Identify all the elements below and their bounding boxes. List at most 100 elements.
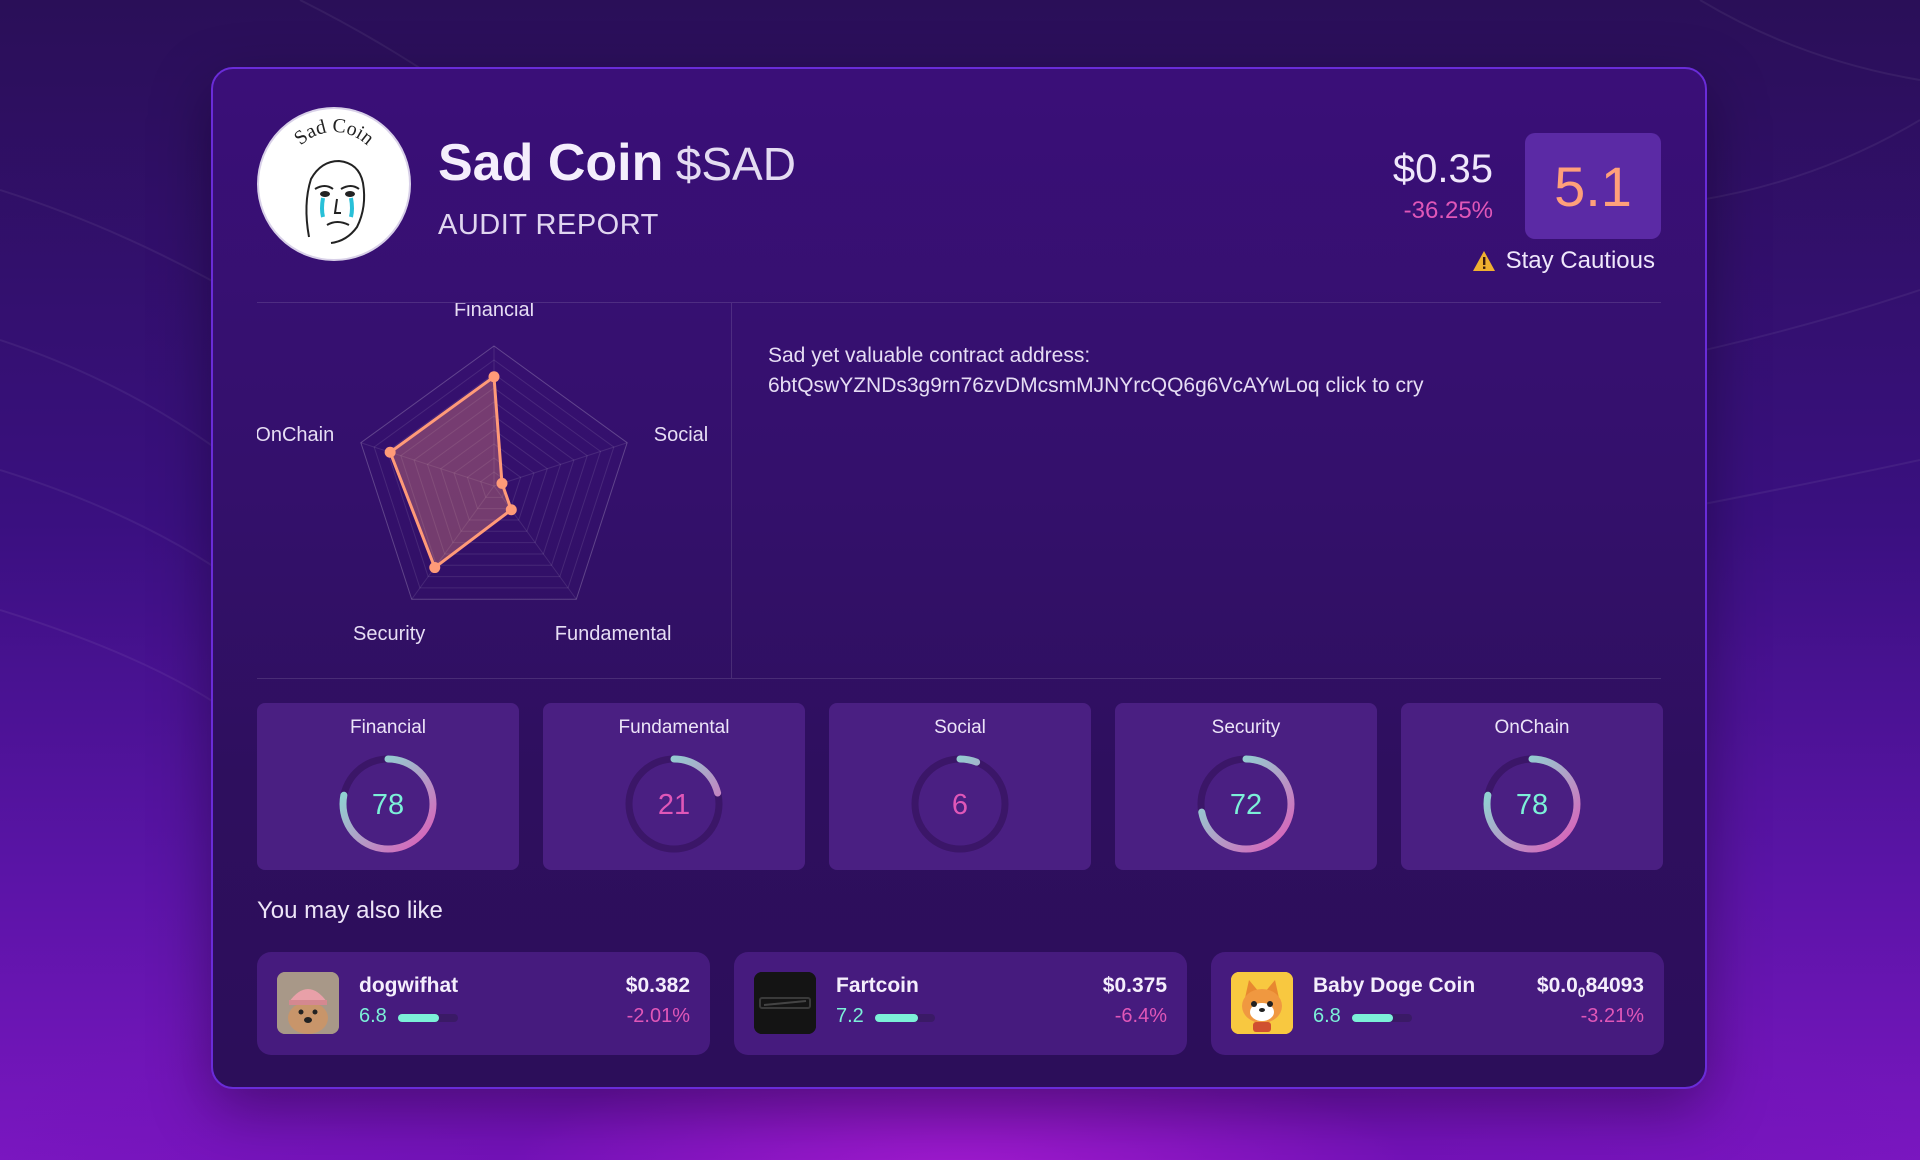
rec-price: $0.382 [625, 974, 690, 997]
radar-label-security: Security [353, 623, 425, 645]
metric-gauge [1197, 755, 1295, 853]
audit-report-label: AUDIT REPORT [438, 209, 659, 241]
svg-text:Sad Coin: Sad Coin [290, 115, 378, 150]
rec-score-bar [398, 1014, 458, 1022]
dog-hat-icon [277, 972, 339, 1034]
radar-grid-ring [440, 429, 548, 532]
radar-point-fundamental [505, 504, 517, 516]
radar-data-shape [388, 375, 513, 570]
metric-gauge [1483, 755, 1581, 853]
contract-suffix[interactable]: click to cry [1325, 374, 1424, 397]
radar-grid-ring [373, 359, 615, 589]
radar-grid-ring [400, 387, 588, 566]
metric-card-social: Social 6 [829, 703, 1091, 870]
rec-price: $0.0084093 [1536, 974, 1644, 1001]
rec-name: dogwifhat [359, 974, 459, 997]
contract-address[interactable]: 6btQswYZNDs3g9rn76zvDMcsmMJNYrcQQ6g6VcAY… [768, 374, 1320, 397]
contract-label: Sad yet valuable contract address: [768, 344, 1091, 367]
metric-label: Financial [349, 717, 427, 738]
radar-grid-ring [386, 373, 602, 578]
overall-score-value: 5.1 [1554, 154, 1632, 218]
metric-value: 21 [657, 789, 691, 821]
recommendation-card-dogwifhat[interactable]: dogwifhat 6.8 $0.382 -2.01% [257, 952, 710, 1055]
rec-name: Fartcoin [836, 974, 919, 997]
metric-label: Security [1211, 717, 1281, 738]
overall-score: 5.1 [1525, 133, 1661, 239]
radar-axis-line [360, 442, 495, 487]
metric-gauge [339, 755, 437, 853]
metric-card-financial: Financial 78 [257, 703, 519, 870]
contract-info: Sad yet valuable contract address: 6btQs… [768, 341, 1423, 401]
radar-grid-ring [360, 345, 628, 600]
rec-score-fill [875, 1014, 919, 1022]
rec-change: -6.4% [1114, 1005, 1167, 1027]
radar-label-financial: Financial [454, 303, 534, 321]
audit-card: Sad Coin Sad Coin $SAD AUDIT REPORT $0.3… [211, 67, 1707, 1089]
coin-price: $0.35 [1392, 147, 1493, 191]
coin-title: Sad Coin $SAD [438, 133, 796, 193]
recommendation-card-baby-doge-coin[interactable]: Baby Doge Coin 6.8 $0.0084093 -3.21% [1211, 952, 1664, 1055]
rec-change: -2.01% [626, 1005, 690, 1027]
metric-gauge [911, 755, 1009, 853]
divider-vertical [731, 303, 732, 678]
radar-grid-ring [453, 443, 535, 521]
coin-name: Sad Coin [438, 134, 664, 192]
rec-change: -3.21% [1580, 1005, 1644, 1027]
gauge-arc [1483, 755, 1581, 853]
radar-grid-ring [413, 401, 575, 555]
divider [257, 678, 1661, 679]
metric-card-security: Security 72 [1115, 703, 1377, 870]
fartcoin-logo-icon [754, 972, 816, 1034]
radar-label-onchain: OnChain [257, 424, 334, 446]
gauge-arc [625, 755, 723, 853]
radar-point-financial [488, 371, 500, 383]
coin-ticker: $SAD [675, 138, 796, 190]
metric-gauge [625, 755, 723, 853]
radar-axis-line [493, 485, 577, 600]
recommendation-card-fartcoin[interactable]: Fartcoin 7.2 $0.375 -6.4% [734, 952, 1187, 1055]
sad-face-icon: Sad Coin [290, 115, 378, 244]
rec-score: 6.8 [359, 1005, 387, 1027]
rec-score-bar [1352, 1014, 1412, 1022]
metric-card-onchain: OnChain 78 [1401, 703, 1663, 870]
warning-icon [1472, 251, 1495, 271]
radar-axis-line [411, 485, 495, 600]
metric-card-fundamental: Fundamental 21 [543, 703, 805, 870]
metric-value: 72 [1229, 789, 1263, 821]
gauge-arc [911, 755, 1009, 853]
radar-point-onchain [384, 446, 396, 458]
radar-chart: Financial Social Fundamental Security OnChai… [257, 303, 708, 645]
metric-value: 78 [1515, 789, 1549, 821]
contract-address-line[interactable]: 6btQswYZNDs3g9rn76zvDMcsmMJNYrcQQ6g6VcAY… [768, 371, 1423, 401]
rec-price: $0.375 [1102, 974, 1167, 997]
gauge-arc [339, 755, 437, 853]
radar-labels: Financial Social Fundamental Security OnChai… [257, 303, 708, 645]
radar-points [384, 371, 517, 574]
recommendations-title: You may also like [257, 897, 443, 924]
radar-grid-ring [426, 415, 562, 544]
radar-label-social: Social [654, 424, 708, 446]
price-change: -36.25% [1403, 197, 1493, 224]
radar-axis-line [493, 442, 628, 487]
caution-label: Stay Cautious [1505, 247, 1655, 274]
rec-name: Baby Doge Coin [1313, 974, 1476, 997]
rec-score-fill [1352, 1014, 1393, 1022]
rec-score: 6.8 [1313, 1005, 1341, 1027]
shiba-dog-icon [1231, 972, 1293, 1034]
metric-value: 6 [951, 789, 969, 821]
radar-grid [360, 345, 628, 600]
metric-label: Social [934, 717, 986, 738]
radar-point-social [496, 477, 508, 489]
radar-point-security [429, 562, 441, 574]
metric-label: Fundamental [618, 717, 730, 738]
radar-label-fundamental: Fundamental [555, 623, 672, 645]
metric-label: OnChain [1494, 717, 1570, 738]
metric-value: 78 [371, 789, 405, 821]
rec-score: 7.2 [836, 1005, 864, 1027]
rec-score-fill [398, 1014, 439, 1022]
divider [257, 302, 1661, 303]
gauge-arc [1197, 755, 1295, 853]
coin-logo: Sad Coin [257, 107, 411, 261]
caution-status: Stay Cautious [1472, 247, 1655, 275]
rec-score-bar [875, 1014, 935, 1022]
